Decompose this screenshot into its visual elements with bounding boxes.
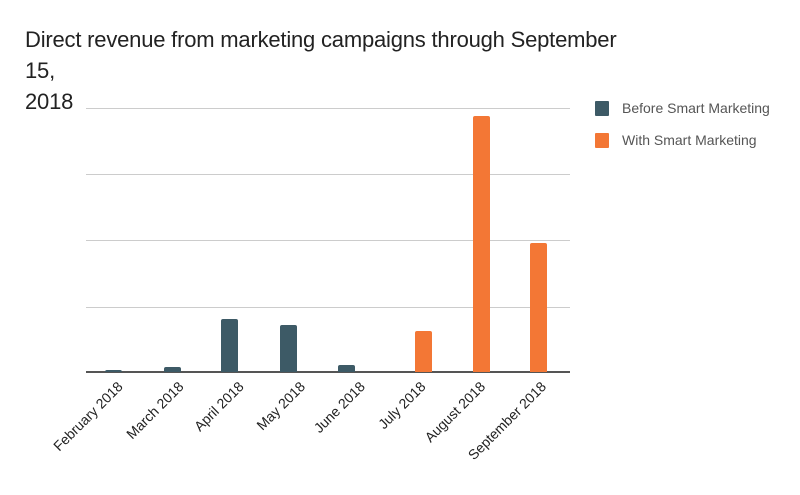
chart-title: Direct revenue from marketing campaigns … <box>25 24 625 117</box>
x-label-april: April 2018 <box>190 378 247 435</box>
gridline <box>86 108 570 109</box>
chart-title-line-1: Direct revenue from marketing campaigns … <box>25 27 617 83</box>
x-label-march: March 2018 <box>122 378 187 442</box>
gridline <box>86 174 570 175</box>
bar-with-july <box>415 331 432 372</box>
x-label-july: July 2018 <box>374 378 429 433</box>
chart-title-line-2: 2018 <box>25 89 74 114</box>
gridline <box>86 240 570 241</box>
x-axis-baseline <box>86 371 570 373</box>
x-label-june: June 2018 <box>310 378 369 436</box>
legend-swatch-before <box>595 101 609 116</box>
x-label-february: February 2018 <box>50 378 126 455</box>
bar-with-august <box>473 116 490 372</box>
bar-before-may <box>280 325 297 372</box>
bar-before-march <box>164 367 181 372</box>
bar-before-february <box>105 370 122 372</box>
legend-swatch-with <box>595 133 609 148</box>
legend-label-with: With Smart Marketing <box>622 132 757 148</box>
bar-before-june <box>338 365 355 372</box>
gridline <box>86 307 570 308</box>
x-label-august: August 2018 <box>421 378 489 446</box>
legend-label-before: Before Smart Marketing <box>622 100 770 116</box>
x-label-may: May 2018 <box>253 378 309 434</box>
bar-with-september <box>530 243 547 372</box>
bar-before-april <box>221 319 238 372</box>
